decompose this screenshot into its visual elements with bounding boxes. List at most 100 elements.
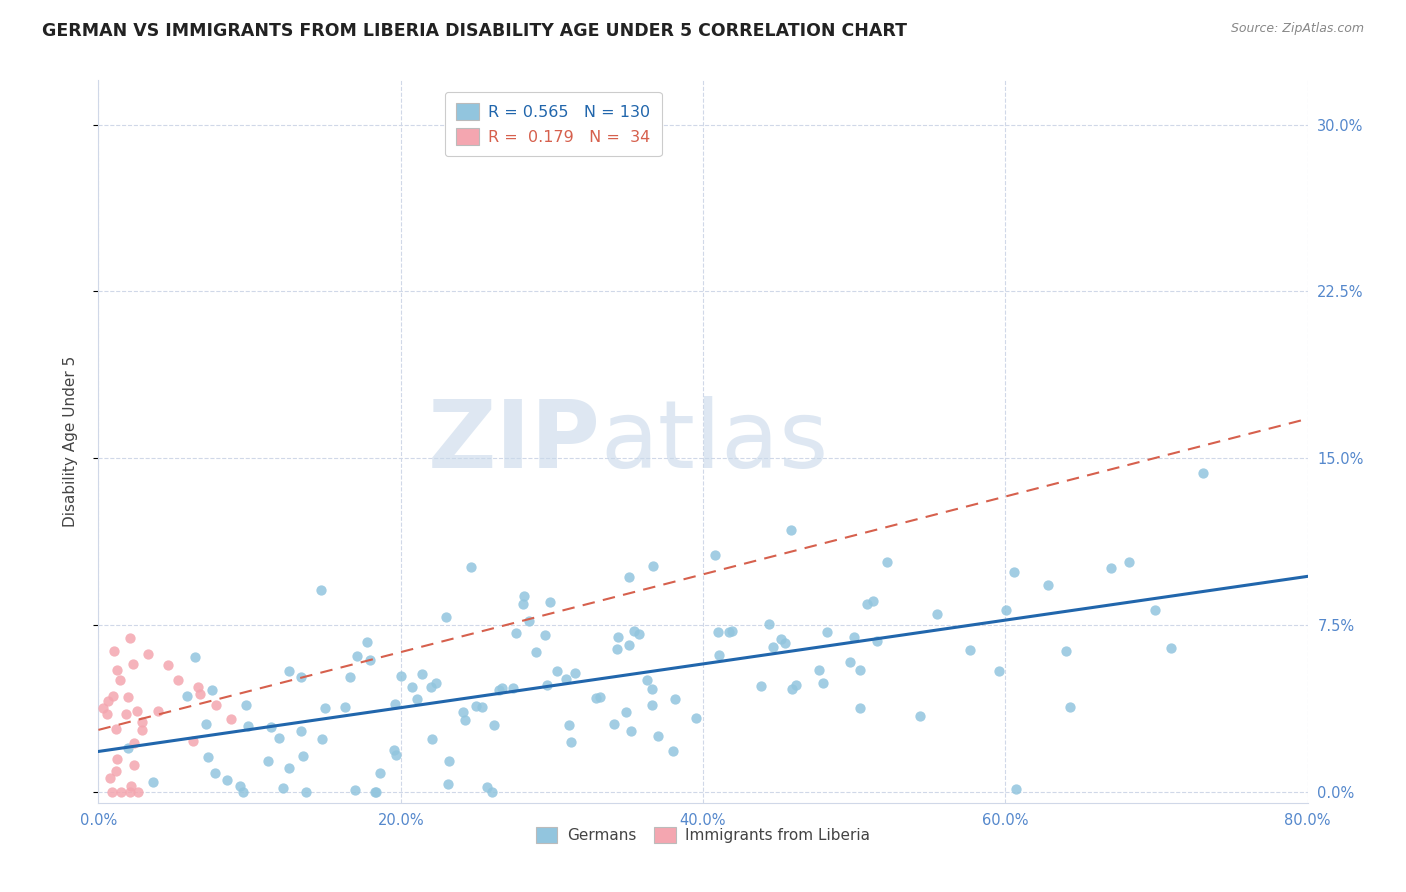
Point <box>513 589 536 603</box>
Point <box>120 780 142 794</box>
Point <box>110 673 132 687</box>
Point <box>309 582 332 597</box>
Point <box>110 785 132 799</box>
Point <box>721 624 744 638</box>
Point <box>488 682 510 697</box>
Point <box>589 690 612 704</box>
Point <box>256 754 278 768</box>
Point <box>122 758 145 772</box>
Point <box>647 729 669 743</box>
Point <box>339 670 361 684</box>
Point <box>271 781 294 796</box>
Point <box>538 595 561 609</box>
Point <box>411 666 433 681</box>
Point <box>420 680 443 694</box>
Point <box>554 672 576 686</box>
Point <box>103 644 125 658</box>
Point <box>197 750 219 764</box>
Point <box>131 714 153 729</box>
Point <box>314 701 336 715</box>
Point <box>434 609 457 624</box>
Point <box>359 653 381 667</box>
Point <box>842 630 865 644</box>
Point <box>685 711 707 725</box>
Point <box>420 731 443 746</box>
Point <box>758 616 780 631</box>
Point <box>749 680 772 694</box>
Point <box>838 655 860 669</box>
Point <box>517 614 540 628</box>
Point <box>190 687 212 701</box>
Point <box>156 658 179 673</box>
Point <box>181 733 204 747</box>
Point <box>401 681 423 695</box>
Point <box>628 626 651 640</box>
Point <box>454 714 477 728</box>
Point <box>770 632 793 646</box>
Point <box>641 698 664 712</box>
Point <box>142 774 165 789</box>
Point <box>295 785 318 799</box>
Point <box>425 676 447 690</box>
Y-axis label: Disability Age Under 5: Disability Age Under 5 <box>63 356 77 527</box>
Point <box>782 682 804 697</box>
Point <box>91 701 114 715</box>
Point <box>1118 555 1140 569</box>
Point <box>176 689 198 703</box>
Point <box>762 640 785 654</box>
Point <box>290 670 312 684</box>
Text: atlas: atlas <box>600 395 828 488</box>
Point <box>118 785 141 799</box>
Point <box>122 736 145 750</box>
Point <box>512 597 534 611</box>
Point <box>1004 782 1026 797</box>
Point <box>1192 466 1215 480</box>
Point <box>718 624 741 639</box>
Point <box>1099 561 1122 575</box>
Point <box>437 754 460 768</box>
Point <box>389 668 412 682</box>
Point <box>807 663 830 677</box>
Point <box>664 692 686 706</box>
Point <box>118 631 141 645</box>
Point <box>876 555 898 569</box>
Point <box>546 664 568 678</box>
Point <box>96 707 118 722</box>
Point <box>617 569 640 583</box>
Point <box>862 594 884 608</box>
Point <box>277 665 299 679</box>
Point <box>236 718 259 732</box>
Point <box>311 731 333 746</box>
Point <box>166 673 188 687</box>
Point <box>641 681 664 696</box>
Point <box>1038 578 1060 592</box>
Point <box>138 647 160 661</box>
Point <box>620 723 643 738</box>
Point <box>100 772 122 786</box>
Point <box>704 548 727 562</box>
Point <box>564 666 586 681</box>
Point <box>482 717 505 731</box>
Point <box>370 765 392 780</box>
Point <box>260 720 283 734</box>
Point <box>481 785 503 799</box>
Point <box>385 748 408 763</box>
Point <box>533 628 555 642</box>
Point <box>959 642 981 657</box>
Point <box>235 698 257 712</box>
Point <box>187 680 209 694</box>
Point <box>200 682 222 697</box>
Point <box>471 700 494 714</box>
Point <box>623 624 645 639</box>
Point <box>524 645 547 659</box>
Point <box>232 785 254 799</box>
Point <box>122 657 145 671</box>
Point <box>925 607 948 621</box>
Point <box>131 723 153 738</box>
Text: Source: ZipAtlas.com: Source: ZipAtlas.com <box>1230 22 1364 36</box>
Text: GERMAN VS IMMIGRANTS FROM LIBERIA DISABILITY AGE UNDER 5 CORRELATION CHART: GERMAN VS IMMIGRANTS FROM LIBERIA DISABI… <box>42 22 907 40</box>
Point <box>104 764 127 778</box>
Point <box>614 705 637 719</box>
Point <box>114 706 136 721</box>
Point <box>101 785 124 799</box>
